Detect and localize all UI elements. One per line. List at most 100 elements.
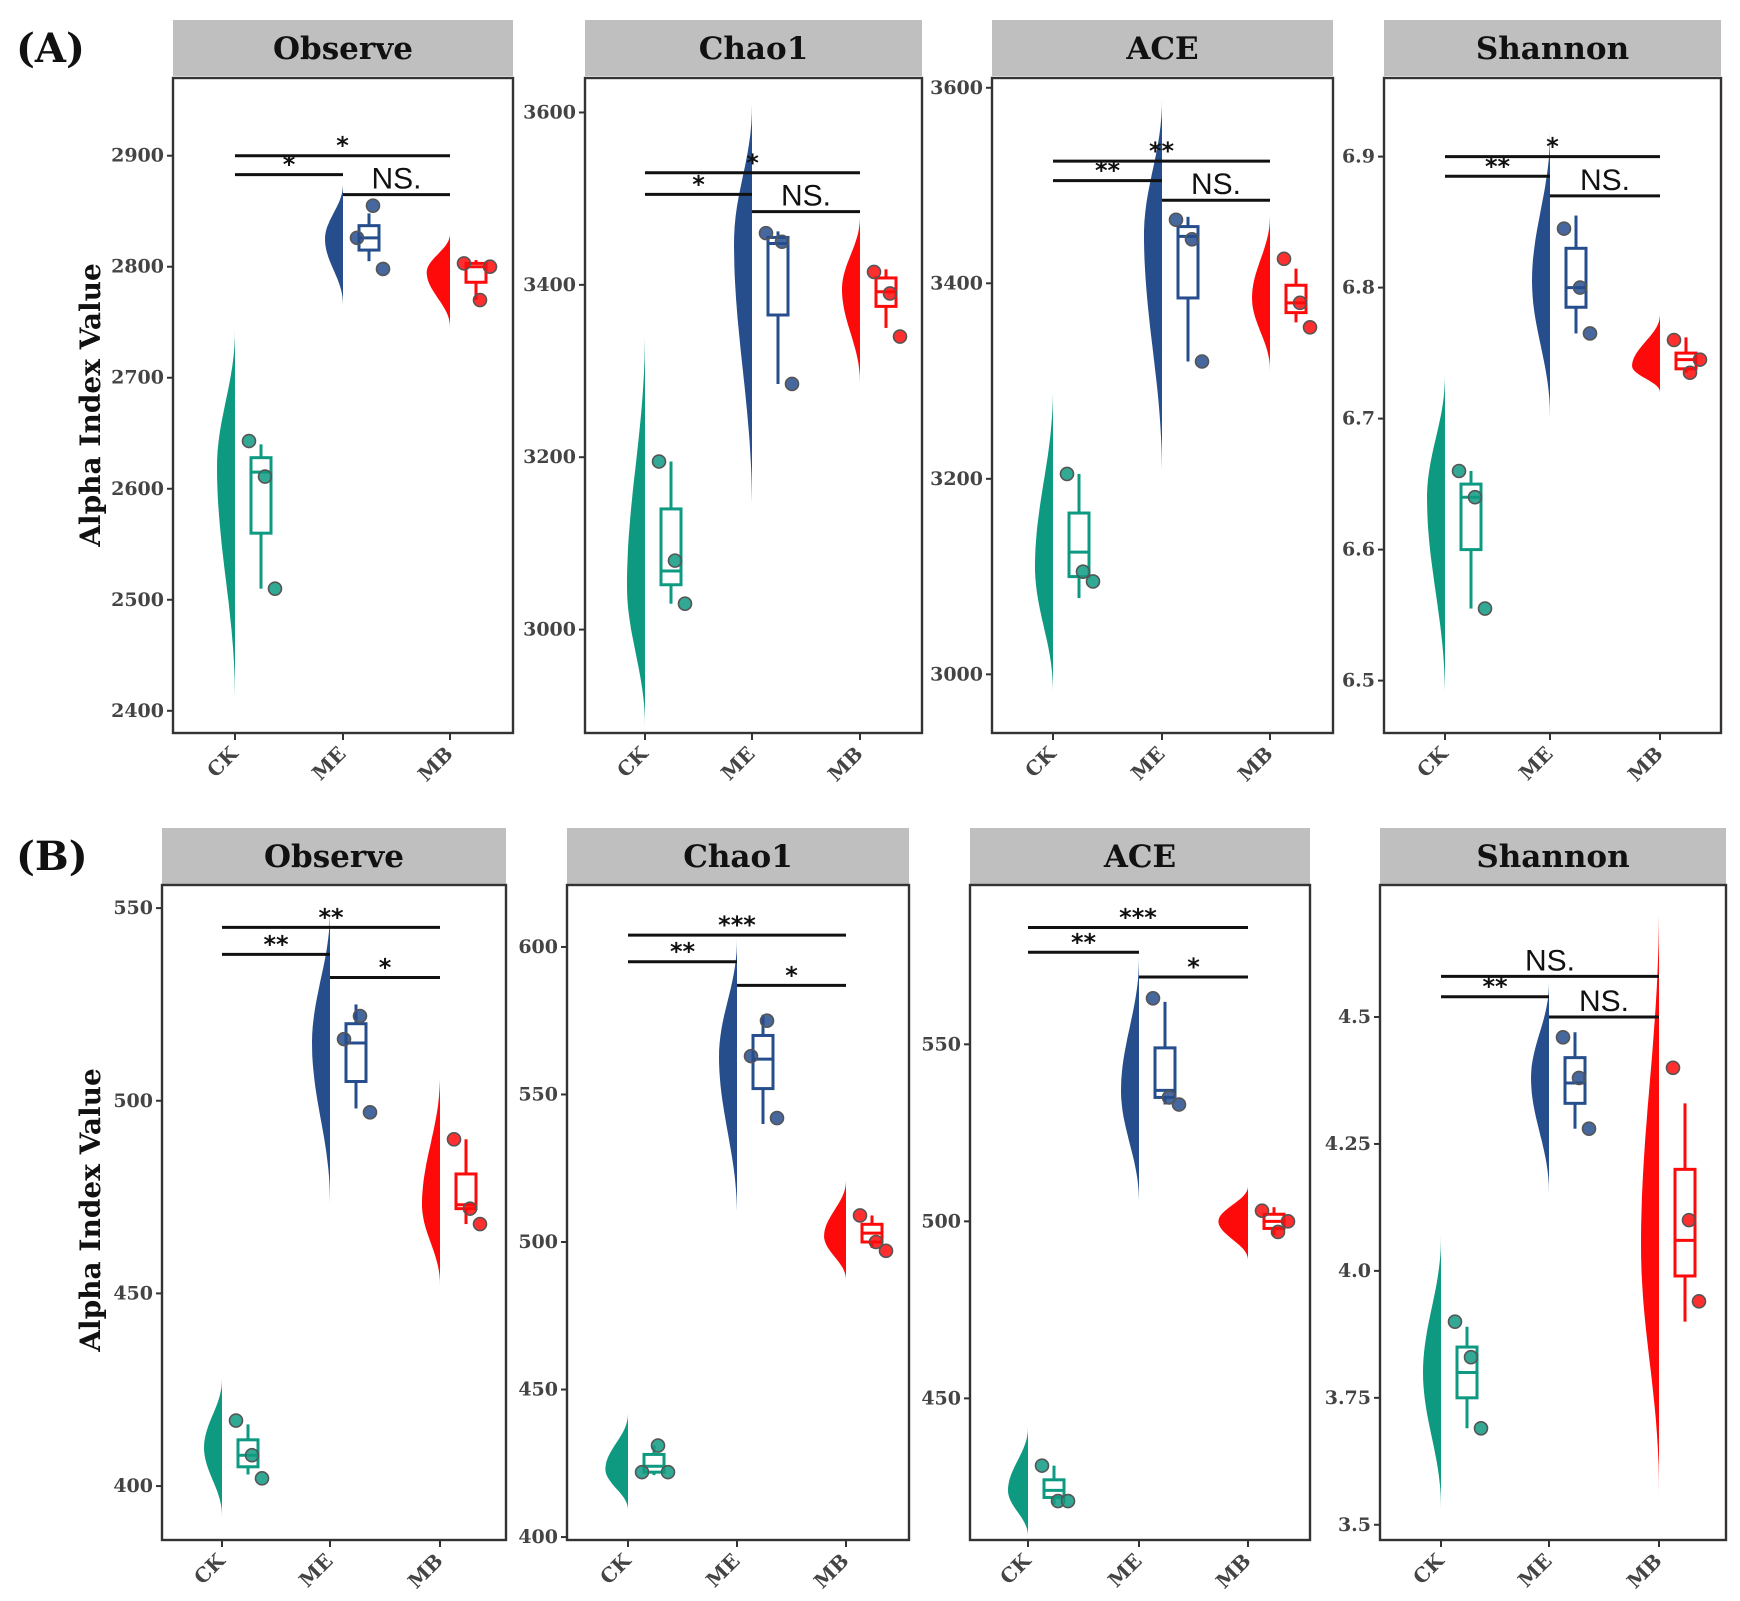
y-tick-label: 500 [921,1210,961,1232]
y-tick-label: 4.0 [1338,1260,1371,1282]
y-axis-label-b: Alpha Index Value [74,1068,107,1353]
density-ck [1427,372,1445,701]
y-tick-label: 6.6 [1342,539,1375,561]
significance-label: ** [670,938,696,966]
data-point [267,581,283,596]
y-tick-label: 6.9 [1342,146,1375,168]
series-ck [1008,1426,1076,1537]
x-tick-label: ME [294,1549,337,1592]
data-point [1556,221,1572,236]
data-point [1571,1070,1587,1086]
x-tick-label: MB [1233,742,1278,787]
plot-frame [1382,76,1723,735]
y-tick-label: 3.5 [1338,1514,1371,1536]
data-point [1581,1121,1597,1137]
significance-label: NS. [1191,168,1241,201]
x-tick-label: MB [809,1549,854,1594]
data-point [769,1110,785,1126]
y-tick-label: 2800 [111,256,164,278]
x-tick-label: MB [1622,1549,1667,1594]
density-me [1532,130,1550,419]
y-tick-label: 6.8 [1342,277,1375,299]
data-point [482,259,498,275]
plot-frame [990,76,1335,735]
data-point [759,1013,775,1029]
y-tick-label: 500 [113,1090,153,1112]
box-me [751,1033,775,1091]
y-tick-label: 3000 [930,663,983,685]
significance-label: ** [1071,928,1097,956]
data-point [1691,1294,1707,1309]
facet-strip [585,20,922,76]
data-point [660,1464,676,1480]
y-tick-label: 3400 [523,274,576,296]
data-point [1085,574,1101,589]
x-tick-label: MB [1623,742,1668,787]
series-me [312,908,378,1205]
y-tick-label: 3000 [523,619,576,641]
y-tick-label: 450 [921,1387,961,1409]
box-ck [249,456,273,535]
data-point [634,1464,650,1480]
x-tick-label: ME [1513,1549,1556,1592]
x-tick-label: CK [612,741,653,782]
facet-strip [567,828,909,884]
data-point [1280,1214,1296,1229]
series-mb [1641,900,1707,1495]
data-point [446,1131,462,1147]
data-point [1184,232,1200,247]
significance-label: *** [1119,903,1157,931]
series-mb [422,1073,488,1286]
data-point [1666,332,1682,348]
data-point [1473,1420,1489,1436]
series-me [734,103,800,514]
significance-label: * [692,170,705,198]
data-point [774,234,790,250]
density-me [1121,955,1139,1204]
y-tick-label: 2700 [111,367,164,389]
data-point [1254,1203,1270,1219]
data-point [1572,280,1588,295]
significance-label: * [379,953,392,981]
series-ck [1035,385,1101,694]
data-point [244,1447,260,1463]
chart-panels: Observe 2400 2500 2600 2700 2800 2900 CK ME MB * NS… [111,20,1728,1594]
series-me [1532,130,1598,419]
data-point [882,286,898,301]
facet-title: Chao1 [683,839,793,875]
x-tick-label: CK [1412,741,1453,782]
density-me [325,183,343,306]
x-tick-label: ME [716,742,759,785]
significance-label: *** [718,911,756,939]
series-mb [1632,313,1708,393]
significance-label: * [1546,133,1559,161]
series-mb [1218,1185,1296,1261]
facet-title: Shannon [1476,839,1629,875]
box-me [1564,246,1588,309]
data-point [1463,1349,1479,1365]
y-tick-label: 3600 [930,77,983,99]
series-ck [1427,372,1493,701]
data-point [456,256,472,271]
significance-label: NS. [1579,985,1629,1018]
y-tick-label: 2400 [111,700,164,722]
facet-strip [992,20,1333,76]
data-point [228,1413,244,1428]
plot-frame [968,883,1312,1542]
data-point [650,1438,666,1453]
y-tick-label: 450 [113,1282,153,1304]
facet-title: ACE [1103,839,1176,875]
y-tick-label: 3200 [523,446,576,468]
x-tick-label: CK [595,1548,636,1589]
series-mb [426,233,498,328]
y-tick-label: 450 [518,1379,558,1401]
data-point [758,225,774,241]
data-point [1145,990,1161,1006]
panel-label-b: (B) [16,833,88,880]
density-me [1531,981,1549,1195]
data-point [1477,601,1493,616]
density-ck [204,1378,222,1517]
density-mb [842,215,860,384]
data-point [868,1234,884,1250]
